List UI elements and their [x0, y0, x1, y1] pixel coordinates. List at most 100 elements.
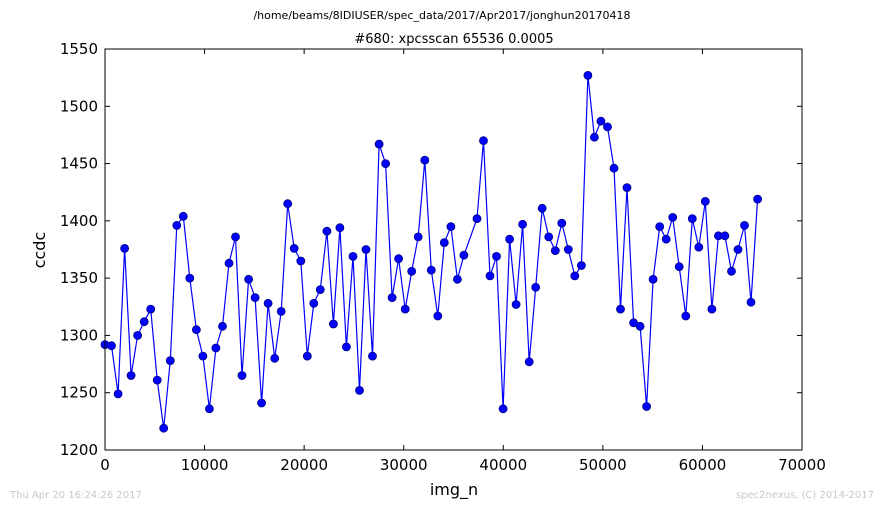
data-point — [302, 351, 312, 361]
data-point — [289, 243, 299, 253]
data-point — [224, 258, 234, 268]
data-point — [505, 234, 515, 244]
data-point — [263, 298, 273, 308]
data-point — [322, 226, 332, 236]
data-point — [511, 300, 521, 309]
y-tick-label: 1500 — [60, 97, 98, 115]
data-point — [681, 311, 691, 321]
x-axis-label: img_n — [430, 480, 478, 500]
data-point — [244, 274, 254, 284]
data-point — [433, 311, 443, 321]
data-point — [727, 266, 736, 276]
data-point — [472, 214, 482, 224]
data-point — [165, 356, 175, 366]
x-tick-label: 40000 — [479, 456, 527, 474]
data-point — [609, 163, 619, 173]
x-tick-label: 0 — [100, 456, 110, 474]
data-point — [355, 385, 364, 395]
y-tick-label: 1300 — [60, 326, 98, 344]
data-point — [413, 232, 423, 242]
data-point — [635, 321, 645, 331]
data-point — [668, 212, 678, 222]
data-point — [315, 285, 325, 295]
data-point — [139, 317, 149, 327]
data-point — [544, 232, 554, 242]
footer-credit: spec2nexus, (C) 2014-2017 — [736, 490, 874, 501]
data-point — [674, 262, 684, 272]
x-tick-label: 60000 — [679, 456, 727, 474]
y-tick-label: 1200 — [60, 441, 98, 459]
data-point — [218, 321, 227, 331]
data-point — [524, 357, 534, 367]
data-point — [740, 220, 749, 230]
data-point — [616, 304, 625, 314]
data-point — [583, 71, 593, 80]
data-point — [368, 351, 377, 361]
data-point — [394, 254, 404, 264]
data-point — [720, 231, 730, 241]
data-point — [283, 199, 293, 209]
y-tick-label: 1350 — [60, 269, 98, 287]
data-point — [309, 298, 319, 308]
data-point — [257, 398, 267, 408]
data-point — [426, 265, 436, 275]
data-point — [185, 273, 195, 283]
data-point — [400, 304, 410, 314]
data-point — [250, 293, 260, 303]
data-point — [492, 251, 501, 261]
data-point — [687, 214, 697, 224]
plot-area-frame — [104, 48, 803, 451]
data-point — [113, 389, 123, 399]
data-point — [328, 319, 338, 329]
data-point — [550, 246, 560, 256]
data-point — [694, 242, 704, 252]
data-point — [746, 297, 756, 307]
series-line — [104, 75, 759, 429]
data-point — [126, 371, 136, 380]
x-tick-label: 10000 — [181, 456, 229, 474]
data-point — [270, 353, 280, 363]
data-point — [107, 341, 116, 351]
data-point — [387, 293, 397, 303]
data-point — [479, 136, 488, 146]
y-tick-label: 1450 — [60, 155, 98, 173]
data-point — [276, 306, 286, 316]
data-point — [191, 325, 201, 335]
data-point — [172, 220, 182, 230]
x-tick-label: 20000 — [280, 456, 328, 474]
file-path-title: /home/beams/8IDIUSER/spec_data/2017/Apr2… — [253, 9, 630, 22]
chart-title: #680: xpcsscan 65536 0.0005 — [354, 32, 553, 47]
data-point — [439, 238, 449, 248]
x-tick-label: 70000 — [778, 456, 826, 474]
data-point — [237, 371, 247, 380]
series-layer — [100, 71, 762, 433]
data-point — [557, 218, 567, 228]
data-point — [133, 330, 143, 340]
data-point — [498, 404, 508, 414]
data-point — [120, 243, 129, 253]
data-point — [590, 132, 599, 142]
data-point — [204, 404, 214, 414]
data-point — [577, 261, 586, 270]
data-point — [459, 250, 469, 260]
data-point — [374, 139, 384, 149]
footer-timestamp: Thu Apr 20 16:24:26 2017 — [9, 490, 142, 501]
data-point — [381, 159, 391, 169]
data-point — [655, 222, 665, 232]
data-point — [642, 402, 651, 411]
y-tick-label: 1400 — [60, 212, 98, 230]
data-point — [361, 245, 371, 254]
data-point — [452, 274, 462, 284]
data-point — [753, 194, 762, 204]
y-tick-label: 1250 — [60, 384, 98, 402]
data-point — [485, 271, 495, 281]
data-point — [537, 203, 547, 213]
y-tick-label: 1550 — [60, 40, 98, 58]
data-point — [570, 271, 580, 281]
data-point — [159, 423, 169, 433]
data-point — [341, 342, 351, 352]
ticks-layer: 0 10000 20000 30000 40000 50000 60000 70000 1200… — [60, 40, 826, 474]
data-point — [700, 196, 710, 206]
data-point — [231, 232, 240, 242]
